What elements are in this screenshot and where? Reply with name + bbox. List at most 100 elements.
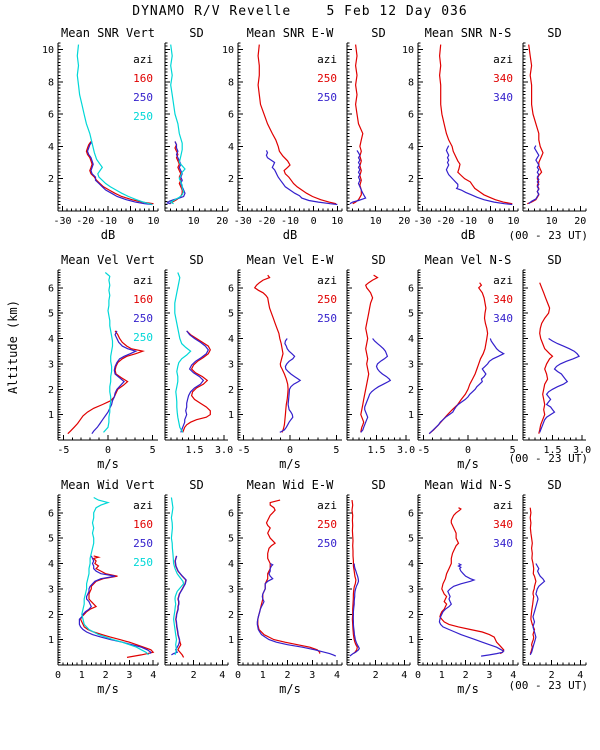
svg-text:azi: azi bbox=[317, 274, 337, 287]
svg-text:10: 10 bbox=[42, 45, 54, 56]
svg-text:4: 4 bbox=[334, 670, 340, 681]
svg-text:dB: dB bbox=[283, 228, 297, 242]
svg-text:6: 6 bbox=[408, 508, 414, 519]
svg-text:1: 1 bbox=[408, 635, 414, 646]
svg-text:2: 2 bbox=[408, 610, 414, 621]
svg-text:-10: -10 bbox=[99, 216, 117, 227]
svg-text:250: 250 bbox=[133, 537, 153, 550]
svg-text:250: 250 bbox=[133, 331, 153, 344]
svg-text:0: 0 bbox=[128, 216, 134, 227]
svg-text:340: 340 bbox=[493, 518, 513, 531]
svg-text:1: 1 bbox=[79, 670, 85, 681]
svg-text:3.0: 3.0 bbox=[573, 445, 591, 456]
svg-text:20: 20 bbox=[216, 216, 228, 227]
svg-text:0: 0 bbox=[105, 445, 111, 456]
svg-text:5: 5 bbox=[333, 445, 339, 456]
svg-text:1: 1 bbox=[260, 670, 266, 681]
svg-text:5: 5 bbox=[48, 309, 54, 320]
svg-text:1.5: 1.5 bbox=[368, 445, 386, 456]
svg-text:2: 2 bbox=[549, 670, 555, 681]
svg-text:250: 250 bbox=[317, 312, 337, 325]
svg-text:SD: SD bbox=[547, 26, 561, 40]
svg-text:6: 6 bbox=[228, 110, 234, 121]
svg-text:Mean SNR Vert: Mean SNR Vert bbox=[61, 26, 155, 40]
svg-text:3: 3 bbox=[228, 359, 234, 370]
svg-text:2: 2 bbox=[228, 385, 234, 396]
svg-text:azi: azi bbox=[133, 274, 153, 287]
svg-text:Mean Vel E-W: Mean Vel E-W bbox=[247, 253, 334, 267]
svg-text:250: 250 bbox=[317, 518, 337, 531]
svg-text:4: 4 bbox=[150, 670, 156, 681]
svg-text:azi: azi bbox=[493, 53, 513, 66]
svg-text:2: 2 bbox=[228, 610, 234, 621]
svg-text:4: 4 bbox=[510, 670, 516, 681]
svg-text:10: 10 bbox=[222, 45, 234, 56]
svg-text:m/s: m/s bbox=[457, 682, 479, 696]
svg-text:0: 0 bbox=[465, 445, 471, 456]
svg-text:2: 2 bbox=[408, 174, 414, 185]
svg-text:5: 5 bbox=[408, 309, 414, 320]
svg-text:340: 340 bbox=[493, 72, 513, 85]
svg-text:10: 10 bbox=[370, 216, 382, 227]
svg-text:1: 1 bbox=[228, 410, 234, 421]
svg-text:3: 3 bbox=[408, 359, 414, 370]
svg-text:3.0: 3.0 bbox=[215, 445, 233, 456]
svg-text:160: 160 bbox=[133, 72, 153, 85]
svg-text:SD: SD bbox=[371, 26, 385, 40]
svg-text:m/s: m/s bbox=[97, 682, 119, 696]
svg-text:2: 2 bbox=[103, 670, 109, 681]
svg-text:1: 1 bbox=[48, 635, 54, 646]
svg-text:m/s: m/s bbox=[457, 457, 479, 471]
svg-text:4: 4 bbox=[48, 559, 54, 570]
svg-text:1: 1 bbox=[439, 670, 445, 681]
svg-text:4: 4 bbox=[408, 559, 414, 570]
svg-text:6: 6 bbox=[48, 283, 54, 294]
svg-text:2: 2 bbox=[408, 385, 414, 396]
svg-text:250: 250 bbox=[133, 312, 153, 325]
svg-text:340: 340 bbox=[493, 537, 513, 550]
svg-text:0: 0 bbox=[235, 670, 241, 681]
svg-text:10: 10 bbox=[402, 45, 414, 56]
svg-text:6: 6 bbox=[228, 283, 234, 294]
svg-text:2: 2 bbox=[48, 385, 54, 396]
svg-text:2: 2 bbox=[228, 174, 234, 185]
svg-text:azi: azi bbox=[493, 274, 513, 287]
svg-text:0: 0 bbox=[287, 445, 293, 456]
svg-text:-10: -10 bbox=[459, 216, 477, 227]
svg-text:azi: azi bbox=[493, 499, 513, 512]
svg-text:2: 2 bbox=[48, 610, 54, 621]
svg-text:Mean Vel N-S: Mean Vel N-S bbox=[425, 253, 512, 267]
svg-text:250: 250 bbox=[317, 537, 337, 550]
svg-text:Mean Wid N-S: Mean Wid N-S bbox=[425, 478, 512, 492]
svg-text:SD: SD bbox=[189, 478, 203, 492]
svg-text:-5: -5 bbox=[57, 445, 69, 456]
svg-text:4: 4 bbox=[408, 142, 414, 153]
svg-text:2: 2 bbox=[373, 670, 379, 681]
svg-text:20: 20 bbox=[398, 216, 410, 227]
svg-text:4: 4 bbox=[228, 559, 234, 570]
svg-text:-5: -5 bbox=[417, 445, 429, 456]
svg-text:2: 2 bbox=[48, 174, 54, 185]
svg-text:5: 5 bbox=[408, 534, 414, 545]
svg-text:6: 6 bbox=[228, 508, 234, 519]
svg-text:SD: SD bbox=[547, 478, 561, 492]
svg-text:3: 3 bbox=[228, 584, 234, 595]
svg-text:0: 0 bbox=[488, 216, 494, 227]
svg-text:5: 5 bbox=[510, 445, 516, 456]
svg-text:20: 20 bbox=[574, 216, 586, 227]
svg-text:5: 5 bbox=[150, 445, 156, 456]
svg-text:8: 8 bbox=[48, 77, 54, 88]
svg-text:10: 10 bbox=[331, 216, 343, 227]
svg-text:azi: azi bbox=[133, 53, 153, 66]
svg-text:250: 250 bbox=[317, 293, 337, 306]
svg-text:dB: dB bbox=[461, 228, 475, 242]
svg-text:160: 160 bbox=[133, 518, 153, 531]
svg-text:6: 6 bbox=[48, 110, 54, 121]
svg-text:1.5: 1.5 bbox=[544, 445, 562, 456]
svg-text:2: 2 bbox=[191, 670, 197, 681]
svg-text:-20: -20 bbox=[76, 216, 94, 227]
svg-text:2: 2 bbox=[285, 670, 291, 681]
svg-text:azi: azi bbox=[317, 53, 337, 66]
svg-text:6: 6 bbox=[408, 283, 414, 294]
